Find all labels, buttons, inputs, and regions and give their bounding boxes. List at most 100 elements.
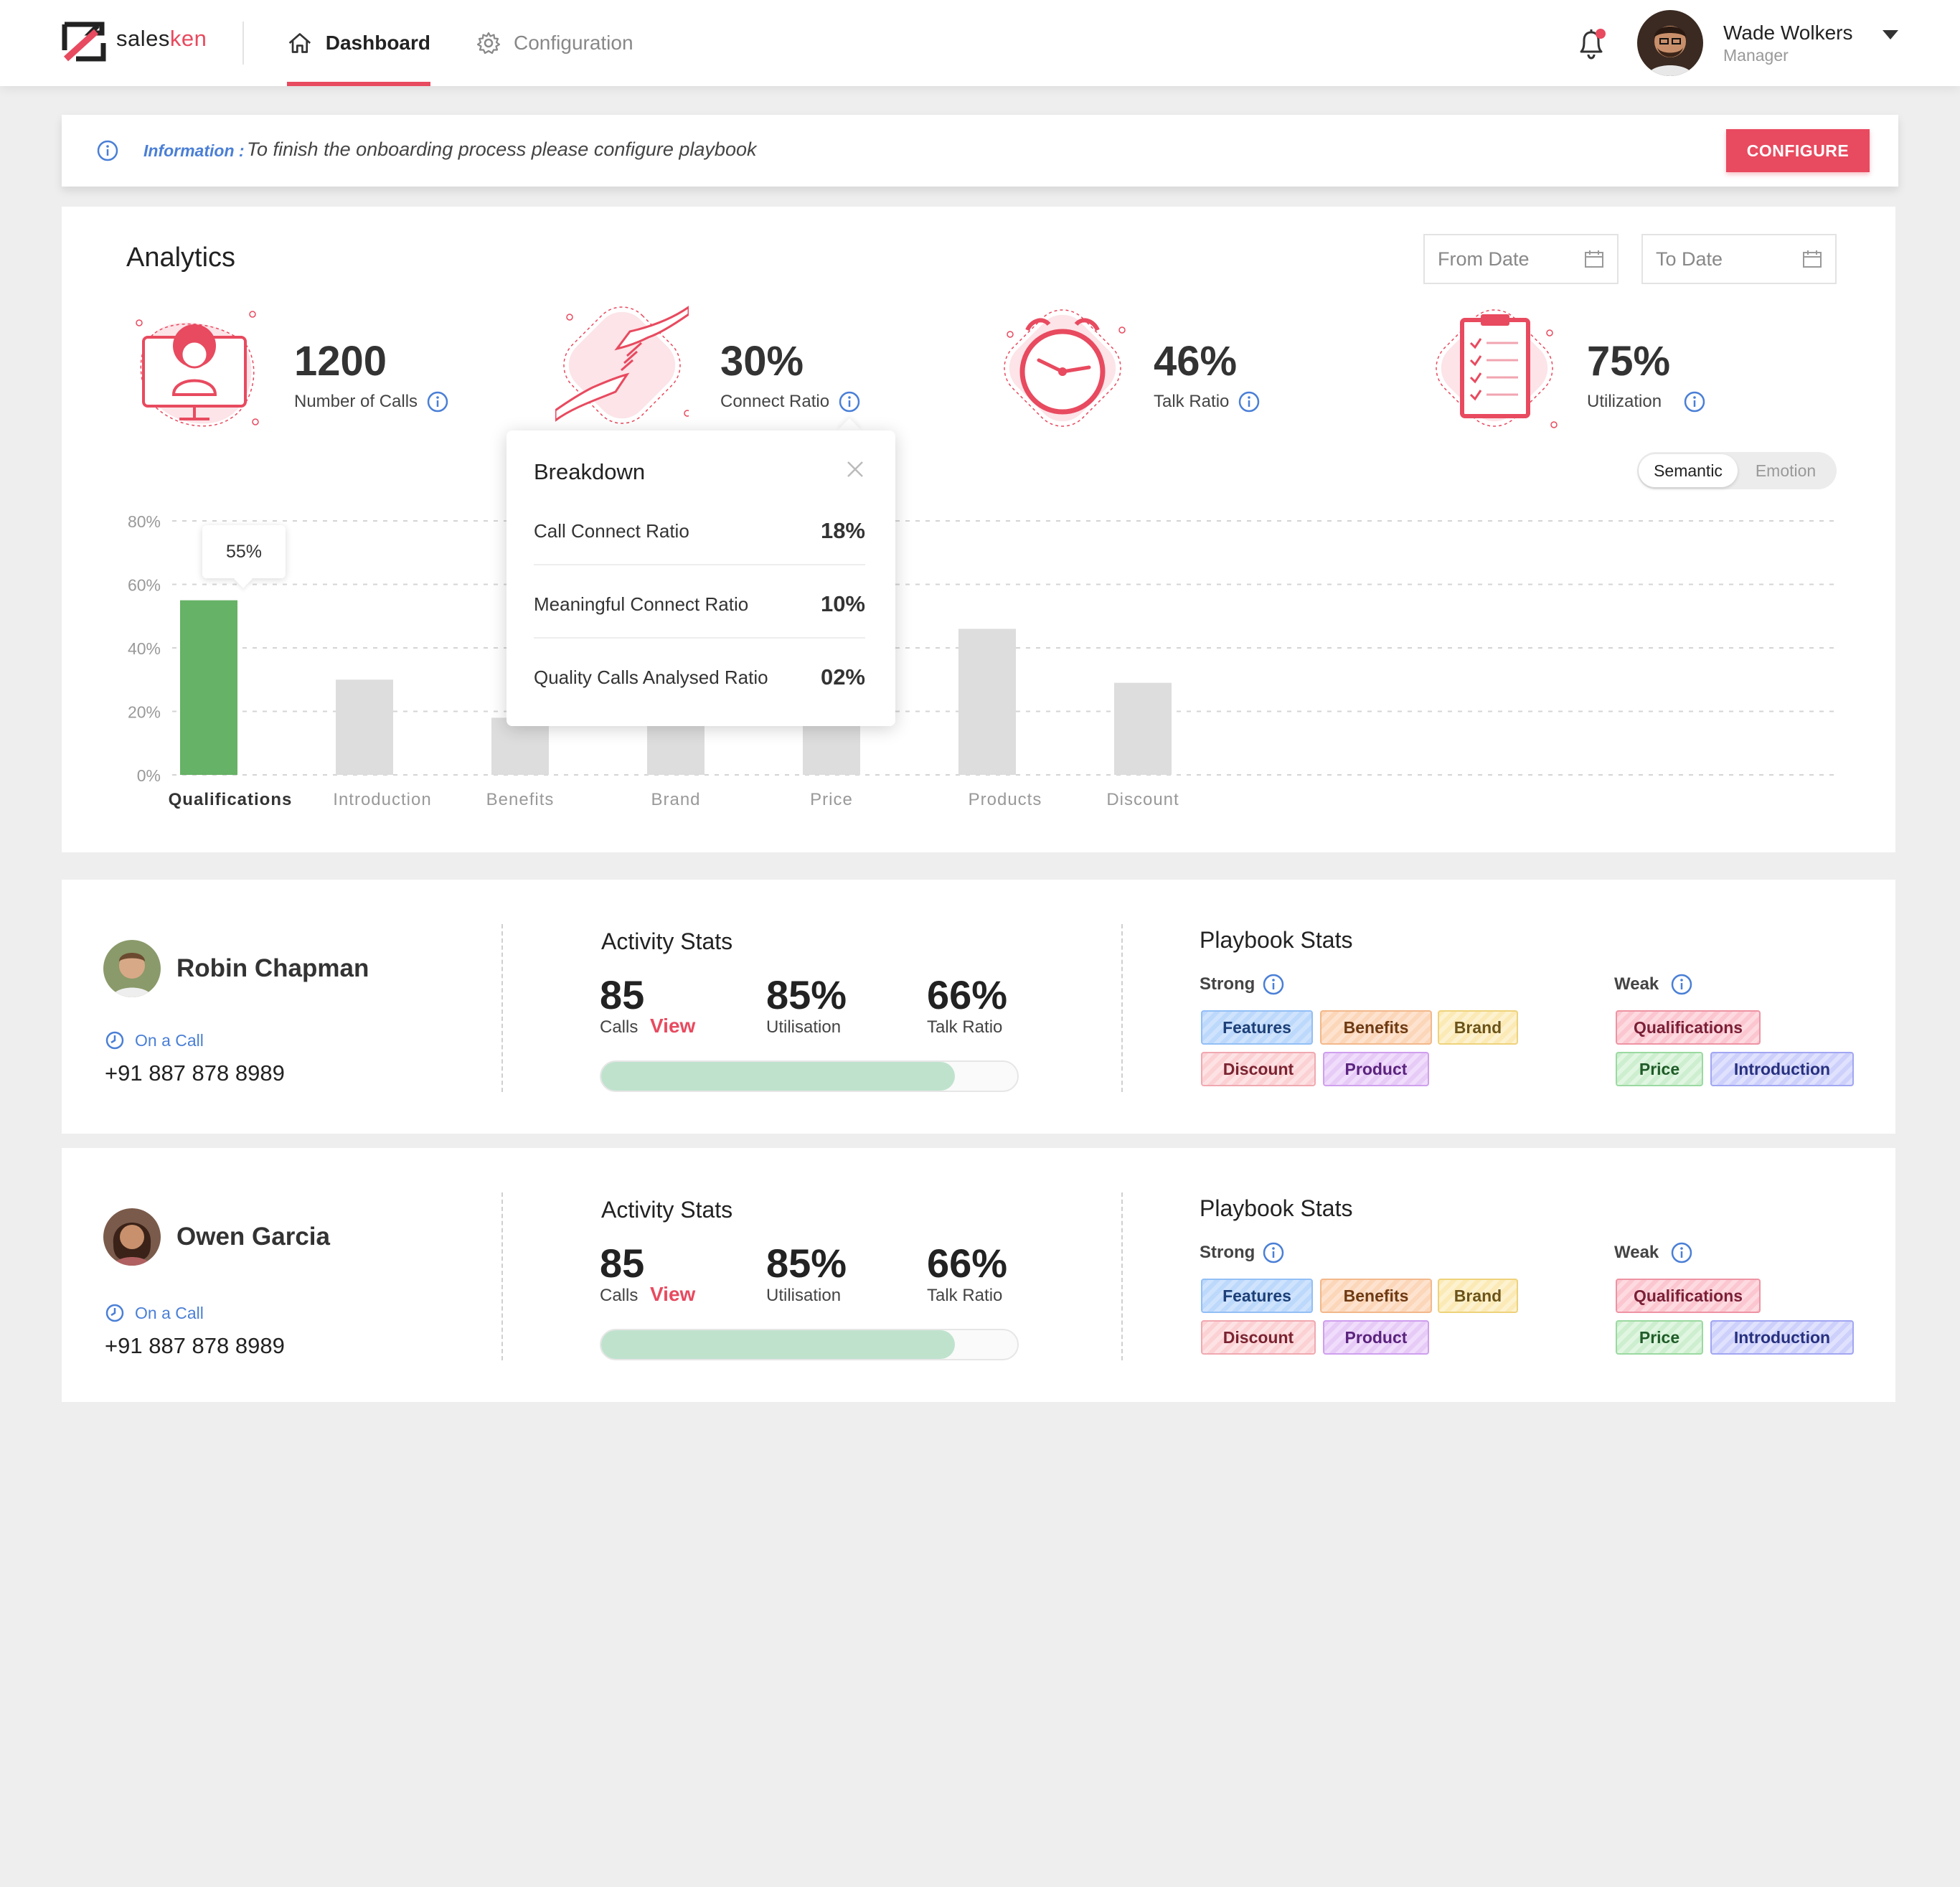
tag-introduction[interactable]: Introduction xyxy=(1710,1052,1854,1086)
tab-dashboard[interactable]: Dashboard xyxy=(287,0,430,86)
agent-avatar[interactable] xyxy=(103,1208,161,1266)
x-tick-label: Products xyxy=(969,790,1042,809)
info-icon xyxy=(97,140,118,161)
agent-status-text: On a Call xyxy=(135,1303,204,1322)
user-role: Manager xyxy=(1723,46,1789,65)
x-tick-label: Discount xyxy=(1106,790,1179,809)
talk-ratio-value: 66% xyxy=(927,1241,1008,1286)
tag-price[interactable]: Price xyxy=(1616,1320,1703,1355)
info-icon[interactable] xyxy=(1670,973,1693,996)
breakdown-title: Breakdown xyxy=(534,459,646,484)
salesken-logo-icon[interactable] xyxy=(62,22,106,62)
toggle-emotion[interactable]: Emotion xyxy=(1755,461,1817,480)
kpi-talk-label-text: Talk Ratio xyxy=(1154,392,1230,411)
tag-introduction[interactable]: Introduction xyxy=(1710,1320,1854,1355)
tag-qualifications[interactable]: Qualifications xyxy=(1616,1279,1761,1313)
close-icon[interactable] xyxy=(845,459,865,479)
view-calls-link[interactable]: View xyxy=(650,1015,696,1037)
calls-label: Calls xyxy=(600,1286,639,1305)
agent-status-text: On a Call xyxy=(135,1030,204,1050)
x-tick-label: Qualifications xyxy=(169,790,293,809)
user-avatar[interactable] xyxy=(1637,10,1703,76)
y-tick-label: 80% xyxy=(128,512,161,531)
info-icon[interactable] xyxy=(1238,390,1261,413)
breakdown-row: Quality Calls Analysed Ratio 02% xyxy=(534,641,865,713)
strong-label-text: Strong xyxy=(1200,974,1255,994)
x-tick-label: Benefits xyxy=(486,790,555,809)
chart-bar xyxy=(803,720,860,775)
y-tick-label: 40% xyxy=(128,639,161,658)
strong-label-text: Strong xyxy=(1200,1243,1255,1262)
breakdown-row-label: Quality Calls Analysed Ratio xyxy=(534,666,768,688)
kpi-calls-label-text: Number of Calls xyxy=(294,392,418,411)
utilisation-value: 85% xyxy=(766,1241,847,1286)
info-icon[interactable] xyxy=(426,390,449,413)
breakdown-row-value: 10% xyxy=(820,591,865,616)
from-date-input[interactable]: From Date xyxy=(1423,234,1619,284)
calendar-icon xyxy=(1803,250,1822,268)
tag-product[interactable]: Product xyxy=(1323,1052,1429,1086)
activity-stats-title: Activity Stats xyxy=(601,1197,733,1223)
tag-benefits[interactable]: Benefits xyxy=(1320,1279,1432,1313)
breakdown-row: Meaningful Connect Ratio 10% xyxy=(534,568,865,640)
chart-bar xyxy=(180,600,237,775)
info-banner xyxy=(62,115,1898,187)
calendar-icon xyxy=(1585,250,1603,268)
agent-name[interactable]: Robin Chapman xyxy=(176,954,369,982)
kpi-talk-value: 46% xyxy=(1154,338,1238,385)
agent-status: On a Call xyxy=(105,1030,204,1050)
tag-features[interactable]: Features xyxy=(1201,1010,1313,1045)
breakdown-row-value: 18% xyxy=(820,518,865,543)
tab-configuration[interactable]: Configuration xyxy=(476,0,633,86)
brand-name-part2: ken xyxy=(169,26,207,51)
info-icon[interactable] xyxy=(1262,1241,1285,1264)
talk-ratio-value: 66% xyxy=(927,972,1008,1017)
activity-progress-fill xyxy=(601,1330,955,1359)
tab-dashboard-label: Dashboard xyxy=(325,32,430,54)
nav-divider xyxy=(242,22,244,65)
info-icon[interactable] xyxy=(1670,1241,1693,1264)
breakdown-row-label: Meaningful Connect Ratio xyxy=(534,593,749,615)
tag-discount[interactable]: Discount xyxy=(1201,1052,1316,1086)
to-date-input[interactable]: To Date xyxy=(1641,234,1837,284)
activity-progress-bar xyxy=(600,1060,1019,1092)
section-divider xyxy=(501,1192,503,1360)
info-icon[interactable] xyxy=(1683,390,1706,413)
to-date-placeholder: To Date xyxy=(1656,248,1723,270)
chart-y-axis: 0% 20% 40% 60% 80% xyxy=(128,512,161,785)
chart-bar xyxy=(336,679,393,775)
tag-brand[interactable]: Brand xyxy=(1438,1010,1518,1045)
kpi-utilization-label-text: Utilization xyxy=(1587,392,1662,411)
tag-benefits[interactable]: Benefits xyxy=(1320,1010,1432,1045)
toggle-semantic[interactable]: Semantic xyxy=(1639,454,1738,487)
checklist-icon xyxy=(1436,309,1558,428)
user-name[interactable]: Wade Wolkers xyxy=(1723,22,1853,44)
x-tick-label: Price xyxy=(810,790,853,809)
handshake-icon xyxy=(555,306,689,424)
strong-label: Strong xyxy=(1200,1241,1285,1264)
chart-bar xyxy=(647,720,705,775)
clock-icon xyxy=(1004,309,1126,427)
tag-price[interactable]: Price xyxy=(1616,1052,1703,1086)
view-calls-link[interactable]: View xyxy=(650,1283,696,1305)
section-divider xyxy=(1121,1192,1123,1360)
configure-button[interactable]: CONFIGURE xyxy=(1726,129,1870,172)
from-date-placeholder: From Date xyxy=(1438,248,1530,270)
info-icon[interactable] xyxy=(838,390,861,413)
tag-features[interactable]: Features xyxy=(1201,1279,1313,1313)
breakdown-row: Call Connect Ratio 18% xyxy=(534,495,865,567)
tag-qualifications[interactable]: Qualifications xyxy=(1616,1010,1761,1045)
agent-avatar[interactable] xyxy=(103,940,161,997)
info-icon[interactable] xyxy=(1262,973,1285,996)
tag-brand[interactable]: Brand xyxy=(1438,1279,1518,1313)
playbook-bar-chart: 0% 20% 40% 60% 80% Qualifications Introductio… xyxy=(128,512,1837,809)
user-menu-caret-icon[interactable] xyxy=(1883,30,1898,39)
tag-discount[interactable]: Discount xyxy=(1201,1320,1316,1355)
agent-name[interactable]: Owen Garcia xyxy=(176,1223,330,1251)
y-tick-label: 20% xyxy=(128,703,161,722)
chart-bar xyxy=(1114,682,1172,775)
playbook-stats-title: Playbook Stats xyxy=(1200,927,1353,953)
tag-product[interactable]: Product xyxy=(1323,1320,1429,1355)
calls-count: 85 xyxy=(600,1241,645,1286)
notification-bell-icon[interactable] xyxy=(1575,26,1607,60)
